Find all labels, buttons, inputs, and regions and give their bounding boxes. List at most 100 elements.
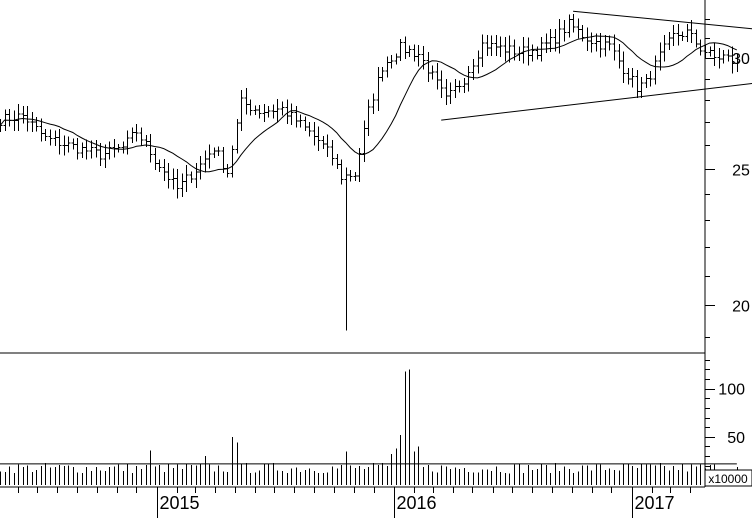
ohlc-bar — [180, 173, 185, 197]
ohlc-bar — [676, 23, 681, 46]
ohlc-bar — [503, 36, 508, 62]
ohlc-bar — [394, 53, 399, 65]
ohlc-bar — [71, 138, 76, 150]
ohlc-bar — [194, 163, 199, 189]
ohlc-bar — [617, 43, 622, 69]
ohlc-bar — [30, 112, 35, 132]
ohlc-bar — [585, 27, 590, 52]
ohlc-bar — [462, 77, 467, 94]
ohlc-bar — [507, 35, 512, 63]
ohlc-bar — [189, 171, 194, 183]
ohlc-bar — [371, 93, 376, 115]
ohlc-bar — [112, 138, 117, 158]
ohlc-bar — [721, 49, 726, 64]
ohlc-bar — [403, 36, 408, 60]
ohlc-bar — [157, 159, 162, 172]
ohlc-bar — [198, 156, 203, 180]
ohlc-bar — [321, 136, 326, 149]
ohlc-bar — [717, 47, 722, 69]
volume-panel — [0, 369, 738, 485]
ohlc-bar — [389, 55, 394, 69]
ohlc-bar — [708, 46, 713, 57]
ohlc-bar — [362, 120, 367, 163]
ohlc-bar — [730, 46, 735, 74]
price-ticks: 20 25 30 — [705, 19, 750, 338]
ohlc-bar — [53, 130, 58, 146]
ohlc-bar — [121, 141, 126, 154]
ohlc-bar — [294, 106, 299, 128]
ohlc-bar — [380, 66, 385, 82]
ohlc-bar — [103, 144, 108, 168]
ohlc-bar — [594, 33, 599, 52]
ohlc-bar — [635, 69, 640, 98]
ohlc-bar — [307, 122, 312, 137]
moving-average-line — [0, 35, 738, 173]
ohlc-bar — [235, 119, 240, 154]
ohlc-bar — [316, 126, 321, 151]
year-label: 2016 — [397, 493, 437, 513]
volume-tick-label: 100 — [718, 382, 745, 399]
ohlc-bar — [216, 146, 221, 156]
ohlc-bar — [544, 33, 549, 53]
ohlc-bar — [439, 70, 444, 99]
ohlc-bar — [62, 135, 67, 156]
ohlc-bar — [444, 79, 449, 106]
ohlc-bar — [535, 46, 540, 60]
ohlc-bar — [426, 51, 431, 82]
ohlc-bar — [567, 14, 572, 38]
ohlc-bar — [39, 118, 44, 142]
ohlc-bar — [735, 53, 740, 72]
ohlc-bar — [694, 29, 699, 48]
ohlc-bar — [480, 34, 485, 67]
ohlc-bar — [430, 65, 435, 80]
ohlc-bar — [66, 136, 71, 153]
ohlc-bar — [48, 129, 53, 146]
ohlc-bar — [712, 42, 717, 66]
ohlc-bar — [285, 99, 290, 125]
ohlc-bar — [453, 79, 458, 98]
ohlc-bar — [416, 44, 421, 67]
ohlc-bar — [162, 158, 167, 181]
ohlc-bar — [598, 33, 603, 58]
price-tick-label: 20 — [732, 298, 750, 315]
ohlc-bar — [457, 80, 462, 93]
ohlc-bar — [275, 98, 280, 123]
ohlc-bar — [353, 171, 358, 181]
ohlc-bar — [644, 73, 649, 89]
ohlc-bar — [658, 42, 663, 71]
ohlc-bar — [639, 76, 644, 98]
ohlc-bar — [726, 49, 731, 62]
ohlc-bar — [671, 25, 676, 47]
ohlc-bar — [339, 159, 344, 185]
ohlc-bar — [271, 104, 276, 119]
ohlc-bar — [239, 90, 244, 131]
ohlc-bar — [557, 18, 562, 54]
ohlc-bar — [348, 170, 353, 182]
ohlc-bar — [312, 122, 317, 146]
ohlc-bar — [494, 34, 499, 56]
ohlc-bar — [244, 87, 249, 115]
ohlc-bar — [667, 31, 672, 51]
ohlc-bar — [435, 62, 440, 90]
ohlc-bar — [576, 18, 581, 39]
ohlc-bar — [153, 147, 158, 171]
ohlc-bar — [335, 153, 340, 170]
ohlc-bar — [43, 128, 48, 141]
ohlc-bar — [75, 138, 80, 160]
ohlc-bar — [489, 35, 494, 57]
ohlc-bar — [89, 140, 94, 159]
ohlc-bar — [448, 82, 453, 105]
ohlc-bar — [603, 34, 608, 57]
trendline — [573, 10, 752, 30]
ohlc-bar — [330, 139, 335, 166]
ohlc-bar — [148, 133, 153, 163]
ohlc-bar — [34, 116, 39, 132]
ohlc-bar — [357, 148, 362, 182]
ohlc-bar — [266, 105, 271, 118]
ohlc-bar — [571, 14, 576, 33]
ohlc-bar — [116, 143, 121, 153]
ohlc-bar — [175, 168, 180, 199]
year-label: 2017 — [635, 493, 675, 513]
ohlc-bar — [134, 123, 139, 142]
